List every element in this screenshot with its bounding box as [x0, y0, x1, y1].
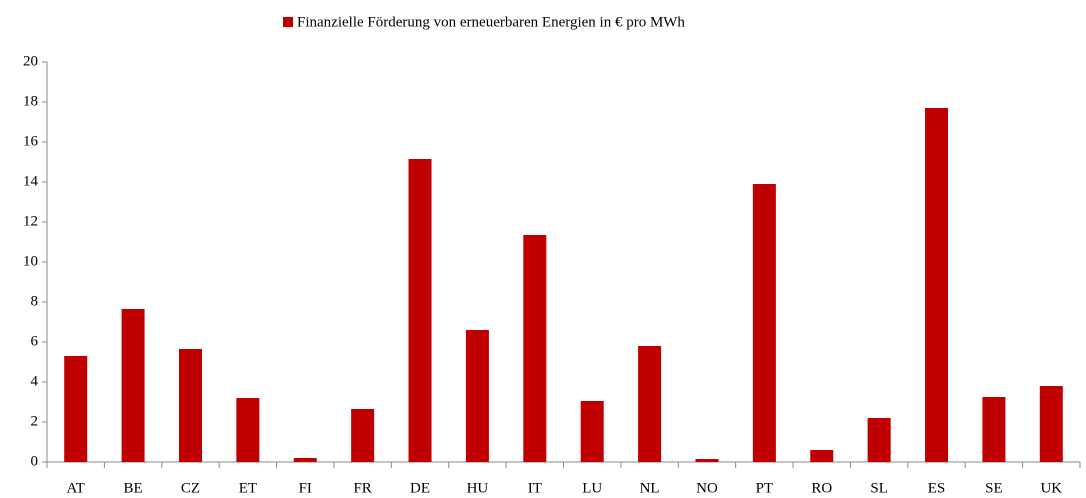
x-tick-label: CZ — [181, 480, 200, 496]
bar — [178, 349, 202, 462]
x-tick-label: PT — [756, 480, 774, 496]
bar — [925, 108, 949, 462]
bar — [523, 235, 547, 462]
x-tick-label: FI — [299, 480, 312, 496]
y-tick-label: 4 — [31, 373, 39, 389]
x-tick-label: DE — [410, 480, 430, 496]
bar — [867, 418, 891, 462]
bar — [121, 309, 145, 462]
x-tick-label: BE — [123, 480, 142, 496]
y-tick-label: 12 — [23, 213, 38, 229]
x-tick-label: LU — [582, 480, 602, 496]
y-tick-label: 14 — [23, 173, 39, 189]
x-tick-label: UK — [1040, 480, 1062, 496]
x-tick-label: RO — [811, 480, 832, 496]
x-tick-label: SL — [870, 480, 888, 496]
bar — [236, 398, 260, 462]
bar — [580, 401, 604, 462]
x-tick-label: IT — [528, 480, 542, 496]
x-tick-label: HU — [467, 480, 489, 496]
y-tick-label: 8 — [31, 293, 39, 309]
y-tick-label: 10 — [23, 253, 38, 269]
bar — [810, 450, 834, 462]
bar — [982, 397, 1006, 462]
x-tick-label: NL — [640, 480, 660, 496]
x-tick-label: FR — [353, 480, 371, 496]
x-tick-label: ES — [928, 480, 946, 496]
bar — [752, 184, 776, 462]
y-tick-label: 6 — [31, 333, 39, 349]
y-tick-label: 18 — [23, 93, 38, 109]
y-tick-label: 0 — [31, 453, 39, 469]
x-tick-label: NO — [696, 480, 718, 496]
x-tick-label: ET — [239, 480, 257, 496]
y-tick-label: 20 — [23, 53, 38, 69]
bar — [638, 346, 662, 462]
x-tick-label: SE — [985, 480, 1003, 496]
bar — [351, 409, 375, 462]
x-tick-label: AT — [67, 480, 85, 496]
bar — [1039, 386, 1063, 462]
bar — [408, 159, 432, 462]
bar — [64, 356, 88, 462]
legend-swatch — [283, 17, 293, 27]
bar — [465, 330, 489, 462]
bar — [293, 458, 317, 462]
y-tick-label: 16 — [23, 133, 39, 149]
bar — [695, 459, 719, 462]
y-tick-label: 2 — [31, 413, 39, 429]
legend-label: Finanzielle Förderung von erneuerbaren E… — [297, 14, 685, 30]
